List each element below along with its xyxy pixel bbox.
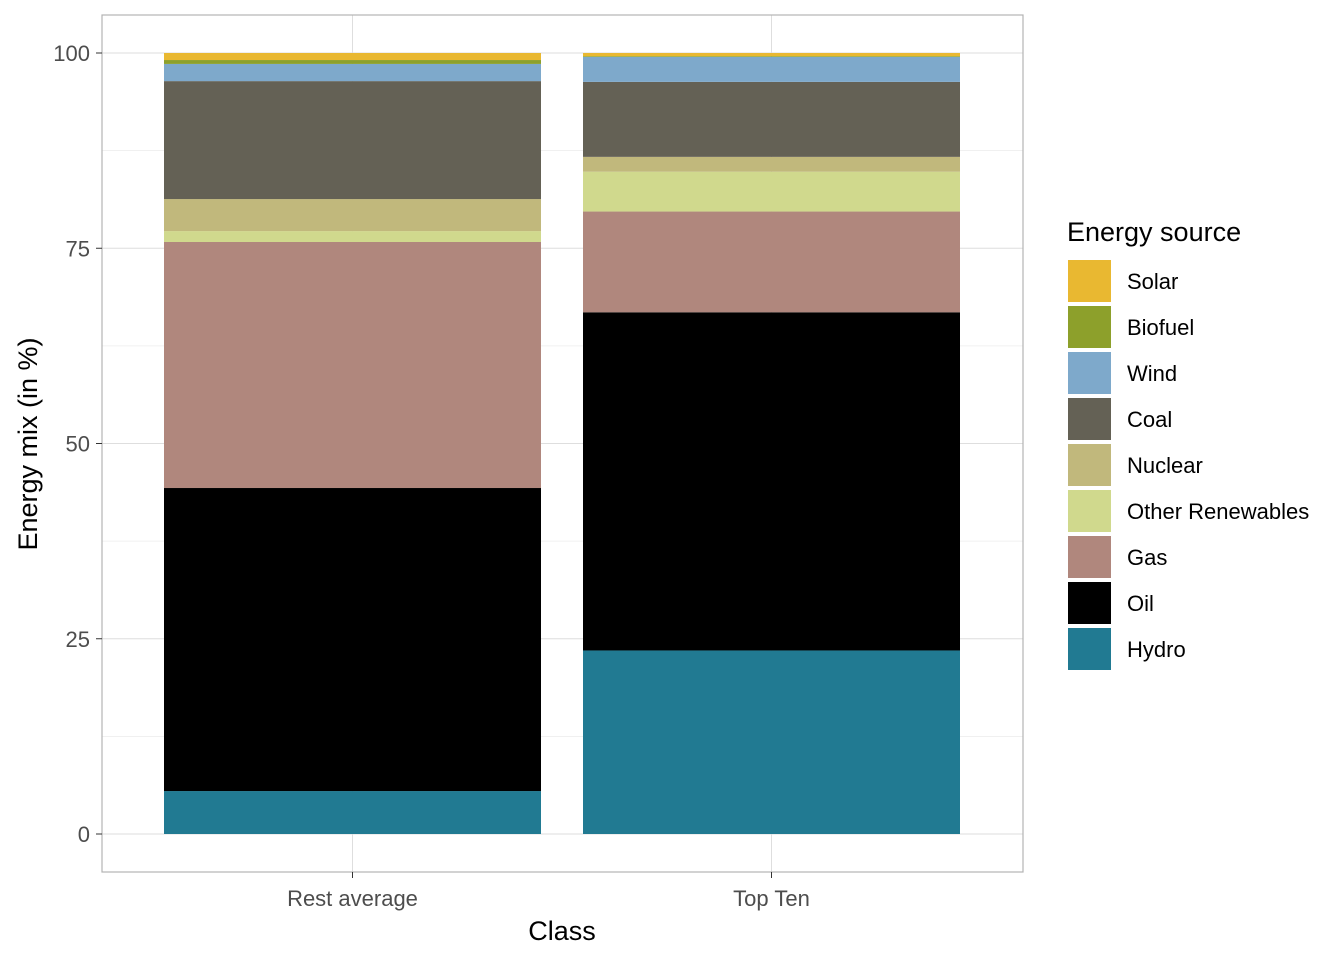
bar-segment-oil-rest-average: [164, 488, 541, 792]
legend-label-hydro: Hydro: [1127, 637, 1186, 662]
bar-segment-hydro-top-ten: [583, 650, 960, 834]
bar-segment-coal-rest-average: [164, 81, 541, 200]
y-tick-label: 100: [53, 41, 90, 66]
legend-key-nuclear: [1068, 444, 1111, 486]
legend: Energy source Solar Biofuel Wind Coal Nuclea…: [1067, 217, 1309, 670]
bar-segment-other-renewables-top-ten: [583, 171, 960, 212]
legend-label-gas: Gas: [1127, 545, 1167, 570]
bars: [164, 53, 960, 834]
bar-segment-gas-rest-average: [164, 242, 541, 489]
bar-segment-solar-rest-average: [164, 53, 541, 61]
bar-segment-biofuel-top-ten: [583, 56, 960, 57]
legend-label-other-renewables: Other Renewables: [1127, 499, 1309, 524]
legend-label-solar: Solar: [1127, 269, 1178, 294]
legend-key-other-renewables: [1068, 490, 1111, 532]
bar-segment-oil-top-ten: [583, 312, 960, 651]
legend-label-nuclear: Nuclear: [1127, 453, 1203, 478]
legend-key-biofuel: [1068, 306, 1111, 348]
y-tick-label: 25: [66, 627, 90, 652]
x-axis-title: Class: [528, 916, 596, 946]
legend-key-gas: [1068, 536, 1111, 578]
y-tick-label: 0: [78, 822, 90, 847]
bar-segment-nuclear-top-ten: [583, 156, 960, 172]
x-tick-label: Top Ten: [733, 886, 810, 911]
y-tick-label: 75: [66, 236, 90, 261]
legend-label-coal: Coal: [1127, 407, 1172, 432]
y-axis: 0 25 50 75 100: [53, 41, 102, 847]
legend-key-hydro: [1068, 628, 1111, 670]
legend-label-biofuel: Biofuel: [1127, 315, 1194, 340]
y-tick-label: 50: [66, 432, 90, 457]
x-axis: Rest average Top Ten: [287, 872, 810, 911]
bar-segment-hydro-rest-average: [164, 791, 541, 834]
bar-segment-solar-top-ten: [583, 53, 960, 57]
legend-key-wind: [1068, 352, 1111, 394]
legend-label-oil: Oil: [1127, 591, 1154, 616]
bar-segment-wind-rest-average: [164, 63, 541, 82]
legend-title: Energy source: [1067, 217, 1241, 247]
x-tick-label: Rest average: [287, 886, 418, 911]
legend-key-solar: [1068, 260, 1111, 302]
bar-segment-nuclear-rest-average: [164, 199, 541, 232]
legend-label-wind: Wind: [1127, 361, 1177, 386]
bar-segment-biofuel-rest-average: [164, 60, 541, 64]
bar-segment-other-renewables-rest-average: [164, 231, 541, 243]
bar-segment-coal-top-ten: [583, 81, 960, 157]
bar-segment-gas-top-ten: [583, 211, 960, 313]
legend-key-coal: [1068, 398, 1111, 440]
legend-key-oil: [1068, 582, 1111, 624]
bar-segment-wind-top-ten: [583, 56, 960, 82]
y-axis-title: Energy mix (in %): [13, 337, 43, 550]
